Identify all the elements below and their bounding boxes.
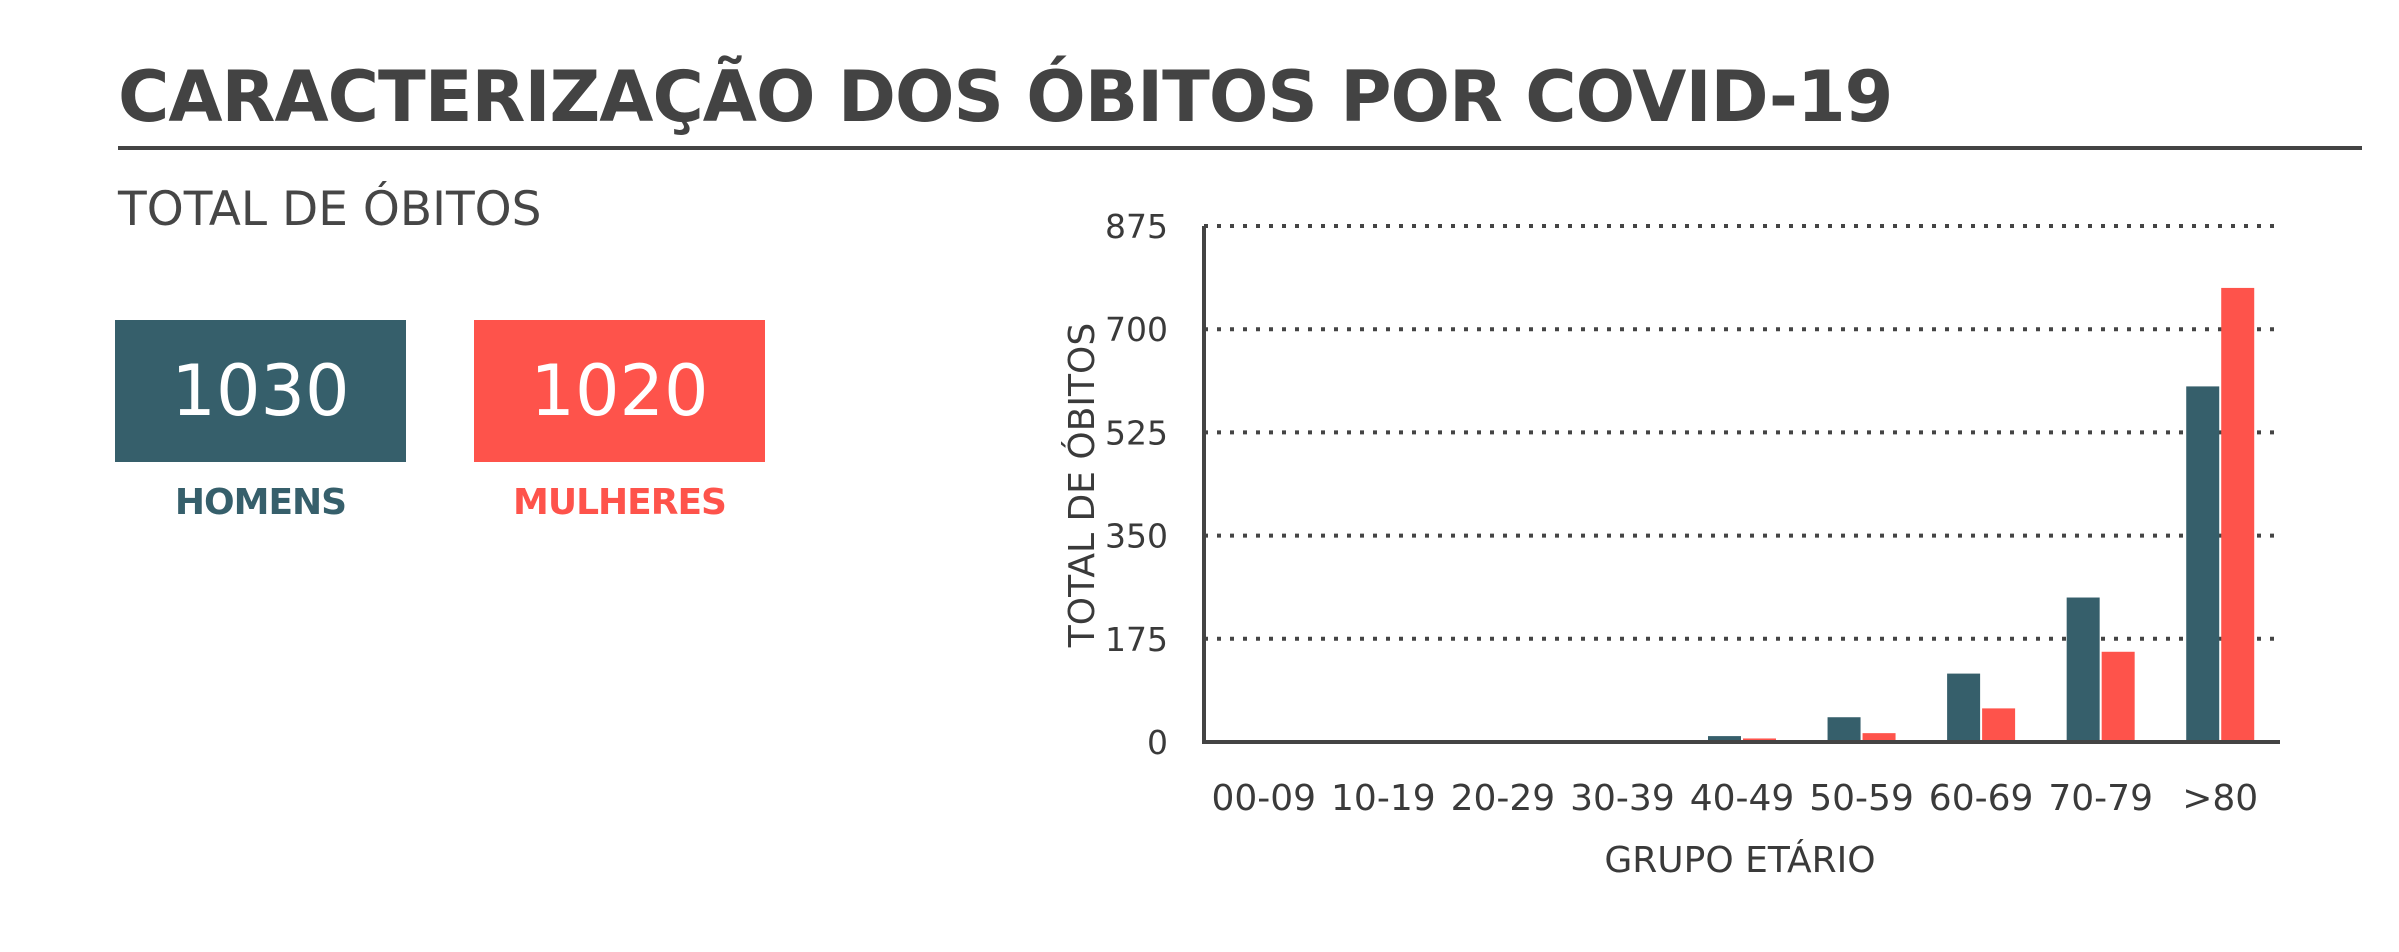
- women-total-box: 1020: [474, 320, 765, 462]
- bar-series-1: [2186, 386, 2220, 742]
- men-total-box: 1030: [115, 320, 406, 462]
- x-tick-label: 60-69: [1929, 778, 2034, 819]
- bar-series-1: [1708, 736, 1741, 742]
- gridlines: [1204, 224, 2280, 641]
- y-tick-label: 350: [1105, 517, 1168, 556]
- x-tick-label: 70-79: [2048, 778, 2153, 819]
- men-total-value: 1030: [171, 350, 350, 432]
- totals-subtitle: TOTAL DE ÓBITOS: [118, 182, 542, 237]
- women-total-value: 1020: [530, 350, 709, 432]
- men-label: HOMENS: [174, 482, 347, 523]
- bar-series-2: [1982, 708, 2016, 742]
- bar-series-1: [2066, 597, 2100, 742]
- bar-series-2: [1862, 733, 1896, 742]
- axis-labels: 0 175 350 525 700 875 00-09 10-19 20-29 30-39 40-4…: [1105, 207, 2258, 819]
- bar-series-1: [1947, 673, 1981, 742]
- y-tick-label: 875: [1105, 207, 1168, 246]
- x-tick-label: 40-49: [1690, 778, 1795, 819]
- x-tick-label: 10-19: [1331, 778, 1436, 819]
- x-tick-label: 20-29: [1451, 778, 1556, 819]
- title-divider: [118, 146, 2362, 150]
- y-tick-label: 525: [1105, 413, 1168, 452]
- bar-series-2: [2101, 651, 2135, 742]
- x-tick-label: 00-09: [1211, 778, 1316, 819]
- y-axis-title: TOTAL DE ÓBITOS: [1061, 323, 1103, 648]
- y-tick-label: 175: [1105, 620, 1168, 659]
- bar-series-1: [1827, 717, 1861, 742]
- x-tick-label: 30-39: [1570, 778, 1675, 819]
- women-label: MULHERES: [513, 482, 727, 523]
- x-tick-label: >80: [2182, 778, 2258, 819]
- page-title: CARACTERIZAÇÃO DOS ÓBITOS POR COVID-19: [118, 56, 1893, 138]
- x-axis-title: GRUPO ETÁRIO: [1604, 839, 1875, 881]
- y-tick-label: 0: [1147, 723, 1168, 762]
- bars: [1708, 287, 2255, 742]
- x-tick-label: 50-59: [1809, 778, 1914, 819]
- bar-series-2: [2221, 287, 2255, 742]
- axes: [1202, 226, 2280, 744]
- y-tick-label: 700: [1105, 310, 1168, 349]
